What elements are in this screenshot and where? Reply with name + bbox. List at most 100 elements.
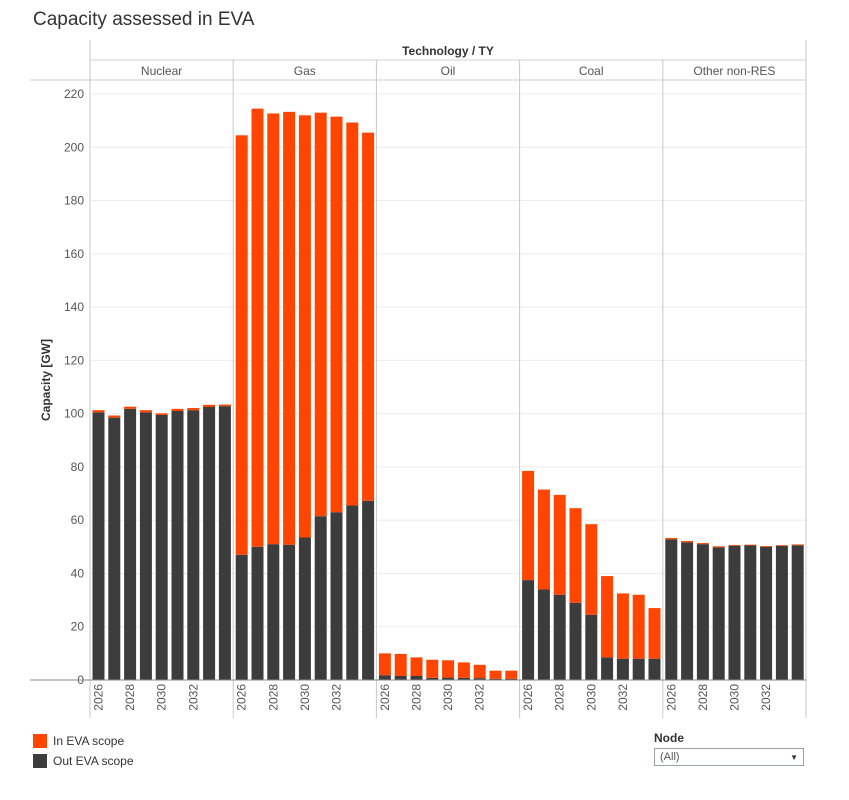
bar-out-scope xyxy=(775,546,788,680)
node-filter-dropdown[interactable]: (All) ▼ xyxy=(654,748,804,766)
bar-out-scope xyxy=(601,657,614,680)
bar-out-scope xyxy=(187,410,200,680)
y-tick-label: 160 xyxy=(64,247,84,261)
x-tick-label: 2028 xyxy=(696,684,710,711)
bar-in-scope xyxy=(378,653,391,676)
bar-out-scope xyxy=(394,676,407,680)
x-tick-label: 2026 xyxy=(92,684,106,711)
bar-out-scope xyxy=(155,414,168,680)
bar-in-scope xyxy=(489,670,502,679)
bar-in-scope xyxy=(283,111,296,545)
x-tick-label: 2030 xyxy=(298,684,312,711)
bar-in-scope xyxy=(553,494,566,595)
bar-in-scope xyxy=(171,408,184,411)
bar-in-scope xyxy=(457,662,470,678)
y-tick-label: 80 xyxy=(71,460,85,474)
bar-in-scope xyxy=(712,546,725,548)
legend-swatch-out xyxy=(33,754,47,768)
y-tick-label: 20 xyxy=(71,620,85,634)
bar-in-scope xyxy=(203,404,216,407)
bar-in-scope xyxy=(155,413,168,415)
y-tick-label: 100 xyxy=(64,407,84,421)
x-tick-label: 2032 xyxy=(616,684,630,711)
bar-in-scope xyxy=(791,544,804,546)
x-tick-label: 2028 xyxy=(553,684,567,711)
bar-out-scope xyxy=(442,677,455,680)
bar-out-scope xyxy=(522,580,535,680)
chevron-down-icon: ▼ xyxy=(790,752,798,762)
y-tick-label: 180 xyxy=(64,194,84,208)
panel-header: Oil xyxy=(441,64,456,78)
bar-in-scope xyxy=(632,594,645,659)
x-tick-label: 2028 xyxy=(123,684,137,711)
x-tick-label: 2032 xyxy=(186,684,200,711)
stacked-bar-chart: Technology / TY0204060801001201401601802… xyxy=(30,40,807,718)
bar-in-scope xyxy=(537,489,550,590)
bar-out-scope xyxy=(410,676,423,680)
bar-in-scope xyxy=(410,657,423,677)
bar-out-scope xyxy=(203,406,216,680)
bar-out-scope xyxy=(728,545,741,680)
y-axis-label: Capacity [GW] xyxy=(39,339,53,421)
bar-out-scope xyxy=(681,542,694,680)
bar-out-scope xyxy=(267,544,280,680)
x-tick-label: 2026 xyxy=(378,684,392,711)
bar-in-scope xyxy=(601,576,614,658)
node-filter-label: Node xyxy=(654,731,684,745)
bar-in-scope xyxy=(616,593,629,659)
x-tick-label: 2032 xyxy=(330,684,344,711)
y-tick-label: 200 xyxy=(64,140,84,154)
bar-out-scope xyxy=(632,658,645,680)
bar-out-scope xyxy=(585,614,598,680)
bar-in-scope xyxy=(760,546,773,547)
bar-in-scope xyxy=(235,135,248,555)
bar-out-scope xyxy=(489,678,502,680)
x-tick-label: 2026 xyxy=(664,684,678,711)
column-header: Technology / TY xyxy=(402,44,494,58)
bar-in-scope xyxy=(346,122,359,506)
bar-in-scope xyxy=(251,108,264,547)
legend: In EVA scope Out EVA scope xyxy=(33,731,134,771)
node-filter-value: (All) xyxy=(660,751,680,763)
bar-in-scope xyxy=(426,659,439,678)
x-tick-label: 2028 xyxy=(410,684,424,711)
y-tick-label: 120 xyxy=(64,353,84,367)
legend-item-in-scope[interactable]: In EVA scope xyxy=(33,731,134,751)
bar-out-scope xyxy=(171,410,184,680)
bar-in-scope xyxy=(124,406,137,409)
bar-in-scope xyxy=(585,524,598,615)
x-tick-label: 2030 xyxy=(441,684,455,711)
bar-out-scope xyxy=(426,677,439,680)
bar-out-scope xyxy=(505,678,518,680)
bar-out-scope xyxy=(378,675,391,680)
legend-item-out-scope[interactable]: Out EVA scope xyxy=(33,751,134,771)
bar-out-scope xyxy=(346,505,359,680)
bar-out-scope xyxy=(92,412,105,680)
bar-out-scope xyxy=(251,546,264,680)
bar-in-scope xyxy=(505,670,518,679)
bar-out-scope xyxy=(283,544,296,680)
bar-in-scope xyxy=(522,470,535,581)
bar-out-scope xyxy=(553,594,566,680)
bar-out-scope xyxy=(712,547,725,680)
bar-in-scope xyxy=(267,113,280,545)
bar-in-scope xyxy=(728,544,741,546)
y-tick-label: 140 xyxy=(64,300,84,314)
y-tick-label: 60 xyxy=(71,513,85,527)
bar-in-scope xyxy=(681,540,694,543)
bar-out-scope xyxy=(696,544,709,680)
bar-in-scope xyxy=(696,543,709,545)
panel-header: Gas xyxy=(294,64,316,78)
bar-in-scope xyxy=(330,116,343,513)
bar-out-scope xyxy=(298,537,311,680)
panel-header: Nuclear xyxy=(141,64,182,78)
x-tick-label: 2030 xyxy=(728,684,742,711)
panel-header: Coal xyxy=(579,64,604,78)
y-tick-label: 220 xyxy=(64,87,84,101)
bar-in-scope xyxy=(442,660,455,678)
legend-swatch-in xyxy=(33,734,47,748)
x-tick-label: 2026 xyxy=(235,684,249,711)
bar-in-scope xyxy=(744,544,757,546)
node-filter: Node (All) ▼ xyxy=(654,731,804,766)
x-tick-label: 2028 xyxy=(266,684,280,711)
